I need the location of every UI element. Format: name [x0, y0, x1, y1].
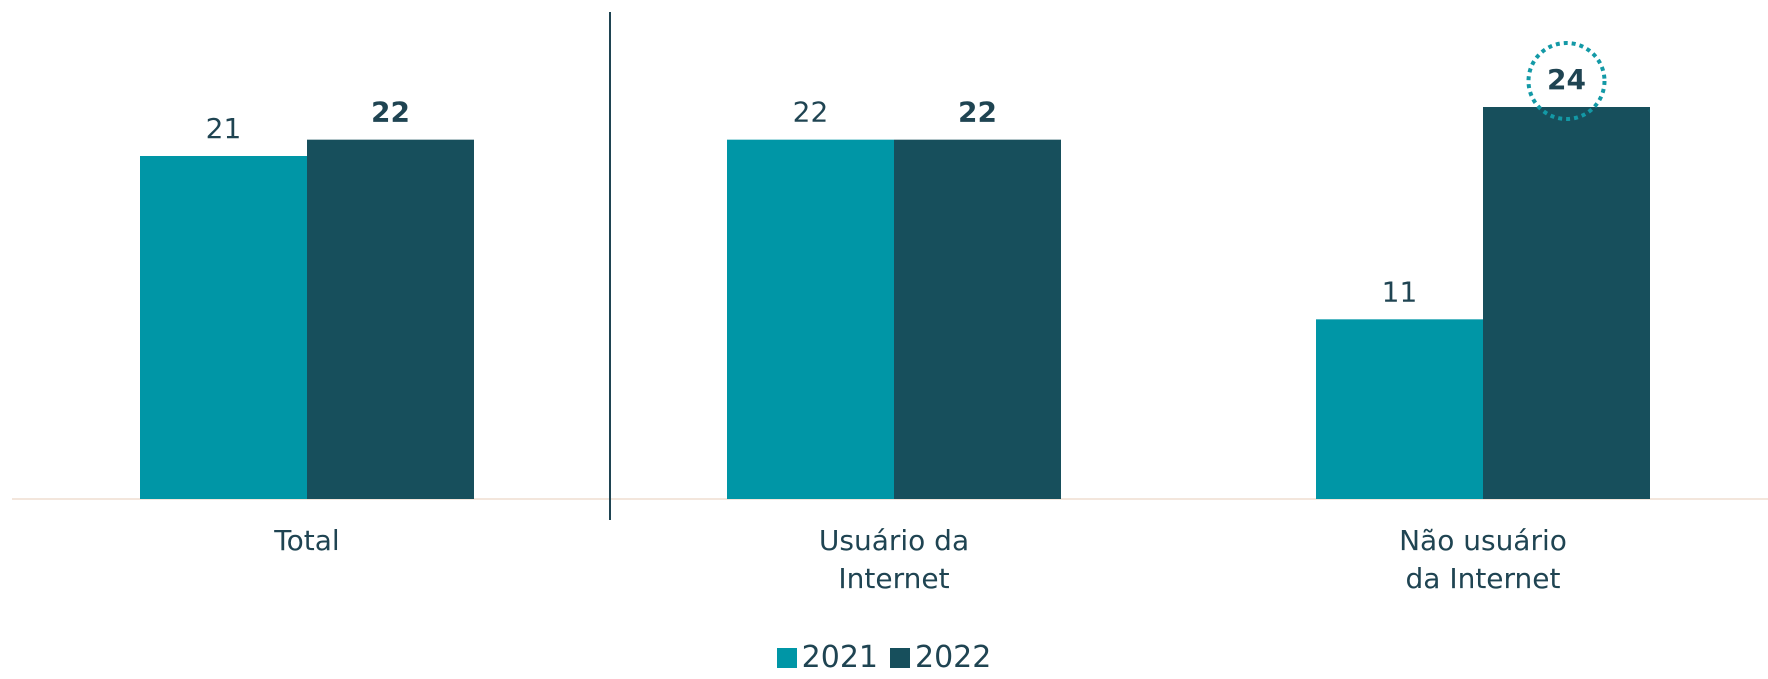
- value-label: 22: [958, 96, 997, 129]
- legend-swatch: [776, 647, 797, 668]
- legend-label: 2021: [801, 640, 878, 675]
- x-tick-label: Usuário da Internet: [818, 524, 970, 595]
- bar: [894, 139, 1061, 499]
- value-label: 11: [1382, 275, 1418, 308]
- bar: [1316, 319, 1483, 499]
- legend: 2021 2022: [0, 640, 1768, 676]
- value-label: 21: [206, 112, 242, 145]
- x-tick-label: Não usuário da Internet: [1399, 524, 1567, 595]
- legend-swatch: [890, 647, 910, 668]
- x-tick-label: Total: [274, 524, 340, 557]
- bar: [727, 139, 894, 499]
- bar: [140, 156, 307, 499]
- highlight-circle: [1526, 41, 1607, 121]
- bar: [307, 139, 474, 499]
- legend-item: 2022: [890, 640, 991, 675]
- legend-item: 2021: [776, 640, 878, 675]
- legend-label: 2022: [915, 640, 992, 675]
- bar: [1483, 107, 1650, 499]
- value-label: 24: [1547, 63, 1586, 96]
- value-label: 22: [371, 96, 410, 129]
- value-label: 22: [793, 96, 829, 129]
